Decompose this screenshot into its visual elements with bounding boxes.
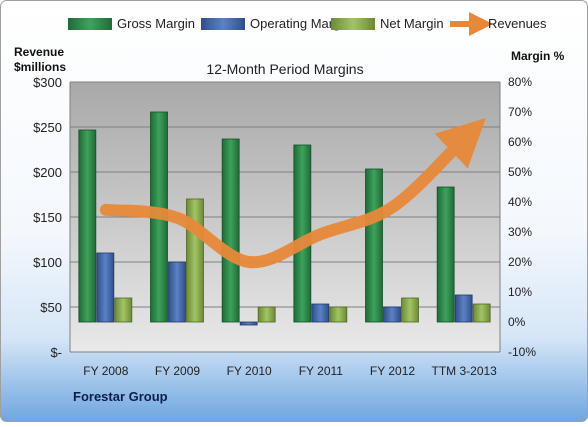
left-tick-label: $-: [50, 345, 62, 360]
bar-operating-margin: [455, 295, 472, 322]
bar-operating-margin: [169, 262, 186, 322]
left-tick-label: $300: [33, 75, 62, 90]
x-tick-label: FY 2010: [227, 364, 272, 378]
company-name: Forestar Group: [73, 389, 168, 404]
bar-net-margin: [330, 307, 347, 322]
legend-swatch-net-margin: [331, 18, 375, 30]
legend-label-net-margin: Net Margin: [380, 16, 444, 31]
bar-gross-margin: [79, 130, 96, 322]
right-tick-label: 20%: [508, 255, 532, 269]
bar-net-margin: [258, 307, 275, 322]
x-tick-label: FY 2009: [155, 364, 200, 378]
right-tick-label: 10%: [508, 285, 532, 299]
legend-label-revenues: Revenues: [488, 16, 547, 31]
bar-operating-margin: [384, 307, 401, 322]
left-tick-label: $100: [33, 255, 62, 270]
left-axis-label-line2: $millions: [14, 60, 66, 74]
right-tick-label: 0%: [508, 315, 526, 329]
left-tick-label: $200: [33, 165, 62, 180]
right-tick-label: 50%: [508, 165, 532, 179]
right-tick-label: 40%: [508, 195, 532, 209]
left-tick-label: $150: [33, 210, 62, 225]
bar-net-margin: [402, 298, 419, 322]
legend-label-gross-margin: Gross Margin: [117, 16, 195, 31]
bar-gross-margin: [437, 187, 454, 322]
right-tick-label: 60%: [508, 135, 532, 149]
bar-operating-margin: [312, 304, 329, 322]
bar-gross-margin: [366, 169, 383, 322]
x-tick-label: FY 2011: [299, 364, 344, 378]
bar-gross-margin: [222, 139, 239, 322]
right-tick-label: 30%: [508, 225, 532, 239]
bar-net-margin: [473, 304, 490, 322]
right-axis-label: Margin %: [511, 49, 565, 63]
x-tick-label: FY 2008: [83, 364, 128, 378]
x-tick-label: TTM 3-2013: [431, 364, 497, 378]
x-tick-label: FY 2012: [370, 364, 415, 378]
right-tick-label: -10%: [508, 345, 536, 359]
bar-net-margin: [115, 298, 132, 322]
legend-swatch-gross-margin: [68, 18, 112, 30]
bar-operating-margin: [240, 322, 257, 325]
left-tick-label: $50: [40, 300, 62, 315]
chart-title: 12-Month Period Margins: [206, 61, 363, 77]
bar-operating-margin: [97, 253, 114, 322]
legend-swatch-operating-margin: [201, 18, 245, 30]
right-tick-label: 80%: [508, 75, 532, 89]
right-tick-label: 70%: [508, 105, 532, 119]
left-axis-label-line1: Revenue: [14, 45, 64, 59]
left-tick-label: $250: [33, 120, 62, 135]
